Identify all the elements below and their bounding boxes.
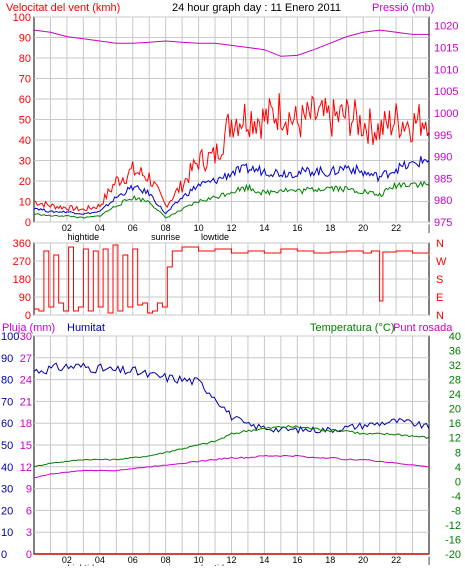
temp-y-tick: -16 <box>445 534 461 546</box>
hour-tick-label: 06 <box>128 555 138 565</box>
rain-y-tick: 27 <box>20 353 32 365</box>
temp-y-tick: 8 <box>455 447 461 459</box>
hour-tick-label: 22 <box>391 555 401 565</box>
rain-y-tick: 18 <box>20 418 32 430</box>
humidity-y-tick: 50 <box>1 440 13 452</box>
compass-tick: E <box>436 292 443 304</box>
rain-y-tick: 3 <box>26 527 32 539</box>
pressure-y-tick: 1000 <box>434 108 458 120</box>
wind-y-tick: 100 <box>13 12 31 24</box>
wind-y-tick: 90 <box>19 33 31 45</box>
pressure-y-tick: 985 <box>434 173 452 185</box>
pressure-y-tick: 980 <box>434 195 452 207</box>
compass-tick: N <box>436 310 444 322</box>
humidity-y-tick: 60 <box>1 418 13 430</box>
humidity-y-tick: 30 <box>1 484 13 496</box>
hour-tick-label: 18 <box>325 223 335 233</box>
rain-y-tick: 30 <box>20 331 32 343</box>
rain-y-tick: 21 <box>20 396 32 408</box>
rain-y-tick: 9 <box>26 484 32 496</box>
temp-y-tick: 12 <box>449 433 461 445</box>
rain-y-tick: 0 <box>26 549 32 561</box>
wind-y-tick: 0 <box>25 217 31 229</box>
pressure-y-tick: 975 <box>434 217 452 229</box>
direction-y-tick: 270 <box>13 256 31 268</box>
humidity-y-tick: 10 <box>1 527 13 539</box>
wind-y-tick: 60 <box>19 94 31 106</box>
direction-y-tick: 0 <box>25 310 31 322</box>
hour-tick-label: | <box>428 223 430 233</box>
temperature-title: Temperatura (°C) <box>310 322 394 334</box>
hour-tick-label: 22 <box>391 223 401 233</box>
compass-tick: N <box>436 238 444 250</box>
wind-y-tick: 10 <box>19 197 31 209</box>
temp-y-tick: 36 <box>449 346 461 358</box>
wind-y-tick: 70 <box>19 74 31 86</box>
humidity-y-tick: 100 <box>1 331 19 343</box>
pressure-y-tick: 1015 <box>434 43 458 55</box>
temp-y-tick: 24 <box>449 389 461 401</box>
hour-tick-label: 16 <box>292 555 302 565</box>
pressure-y-tick: 1005 <box>434 86 458 98</box>
dewpoint-title: Punt rosada <box>393 322 453 334</box>
wind-y-tick: 50 <box>19 115 31 127</box>
hour-tick-label: 18 <box>325 555 335 565</box>
wind-y-tick: 80 <box>19 53 31 65</box>
pressure-title: Pressió (mb) <box>372 2 434 14</box>
wind-y-tick: 40 <box>19 135 31 147</box>
temp-y-tick: -20 <box>445 549 461 561</box>
temp-y-tick: 40 <box>449 331 461 343</box>
event-hightide: hightide <box>68 232 100 242</box>
rain-y-tick: 12 <box>20 462 32 474</box>
rain-y-tick: 15 <box>20 440 32 452</box>
pressure-y-tick: 990 <box>434 152 452 164</box>
humidity-title: Humitat <box>67 322 105 334</box>
humidity-y-tick: 20 <box>1 505 13 517</box>
direction-y-tick: 360 <box>13 238 31 250</box>
humidity-y-tick: 70 <box>1 396 13 408</box>
pressure-y-tick: 995 <box>434 130 452 142</box>
event-lowtide: lowtide <box>201 232 229 242</box>
hour-tick-label: 16 <box>292 223 302 233</box>
temp-y-tick: 16 <box>449 418 461 430</box>
temp-y-tick: -4 <box>451 491 461 503</box>
wind-y-tick: 20 <box>19 176 31 188</box>
temp-y-tick: 0 <box>455 476 461 488</box>
graph-date-title: 24 hour graph day : 11 Enero 2011 <box>172 2 341 14</box>
compass-tick: S <box>436 274 443 286</box>
compass-tick: W <box>436 256 447 268</box>
direction-y-tick: 90 <box>19 292 31 304</box>
temp-y-tick: -12 <box>445 520 461 532</box>
temp-y-tick: 32 <box>449 360 461 372</box>
temp-y-tick: 4 <box>455 462 461 474</box>
temp-y-tick: 20 <box>449 404 461 416</box>
rain-y-tick: 6 <box>26 505 32 517</box>
hour-tick-label: 20 <box>358 223 368 233</box>
humidity-y-tick: 80 <box>1 375 13 387</box>
temp-y-tick: -8 <box>451 505 461 517</box>
hour-tick-label: 14 <box>259 223 269 233</box>
wind-y-tick: 30 <box>19 156 31 168</box>
humidity-y-tick: 40 <box>1 462 13 474</box>
pressure-y-tick: 1020 <box>434 21 458 33</box>
hour-tick-label: 06 <box>128 223 138 233</box>
pressure-y-tick: 1010 <box>434 64 458 76</box>
event-sunrise: sunrise <box>151 232 180 242</box>
humidity-y-tick: 90 <box>1 353 13 365</box>
direction-y-tick: 180 <box>13 274 31 286</box>
hour-tick-label: | <box>428 555 430 565</box>
hour-tick-label: 20 <box>358 555 368 565</box>
hour-tick-label: 14 <box>259 555 269 565</box>
humidity-y-tick: 0 <box>1 549 7 561</box>
temp-y-tick: 28 <box>449 375 461 387</box>
rain-y-tick: 24 <box>20 375 32 387</box>
